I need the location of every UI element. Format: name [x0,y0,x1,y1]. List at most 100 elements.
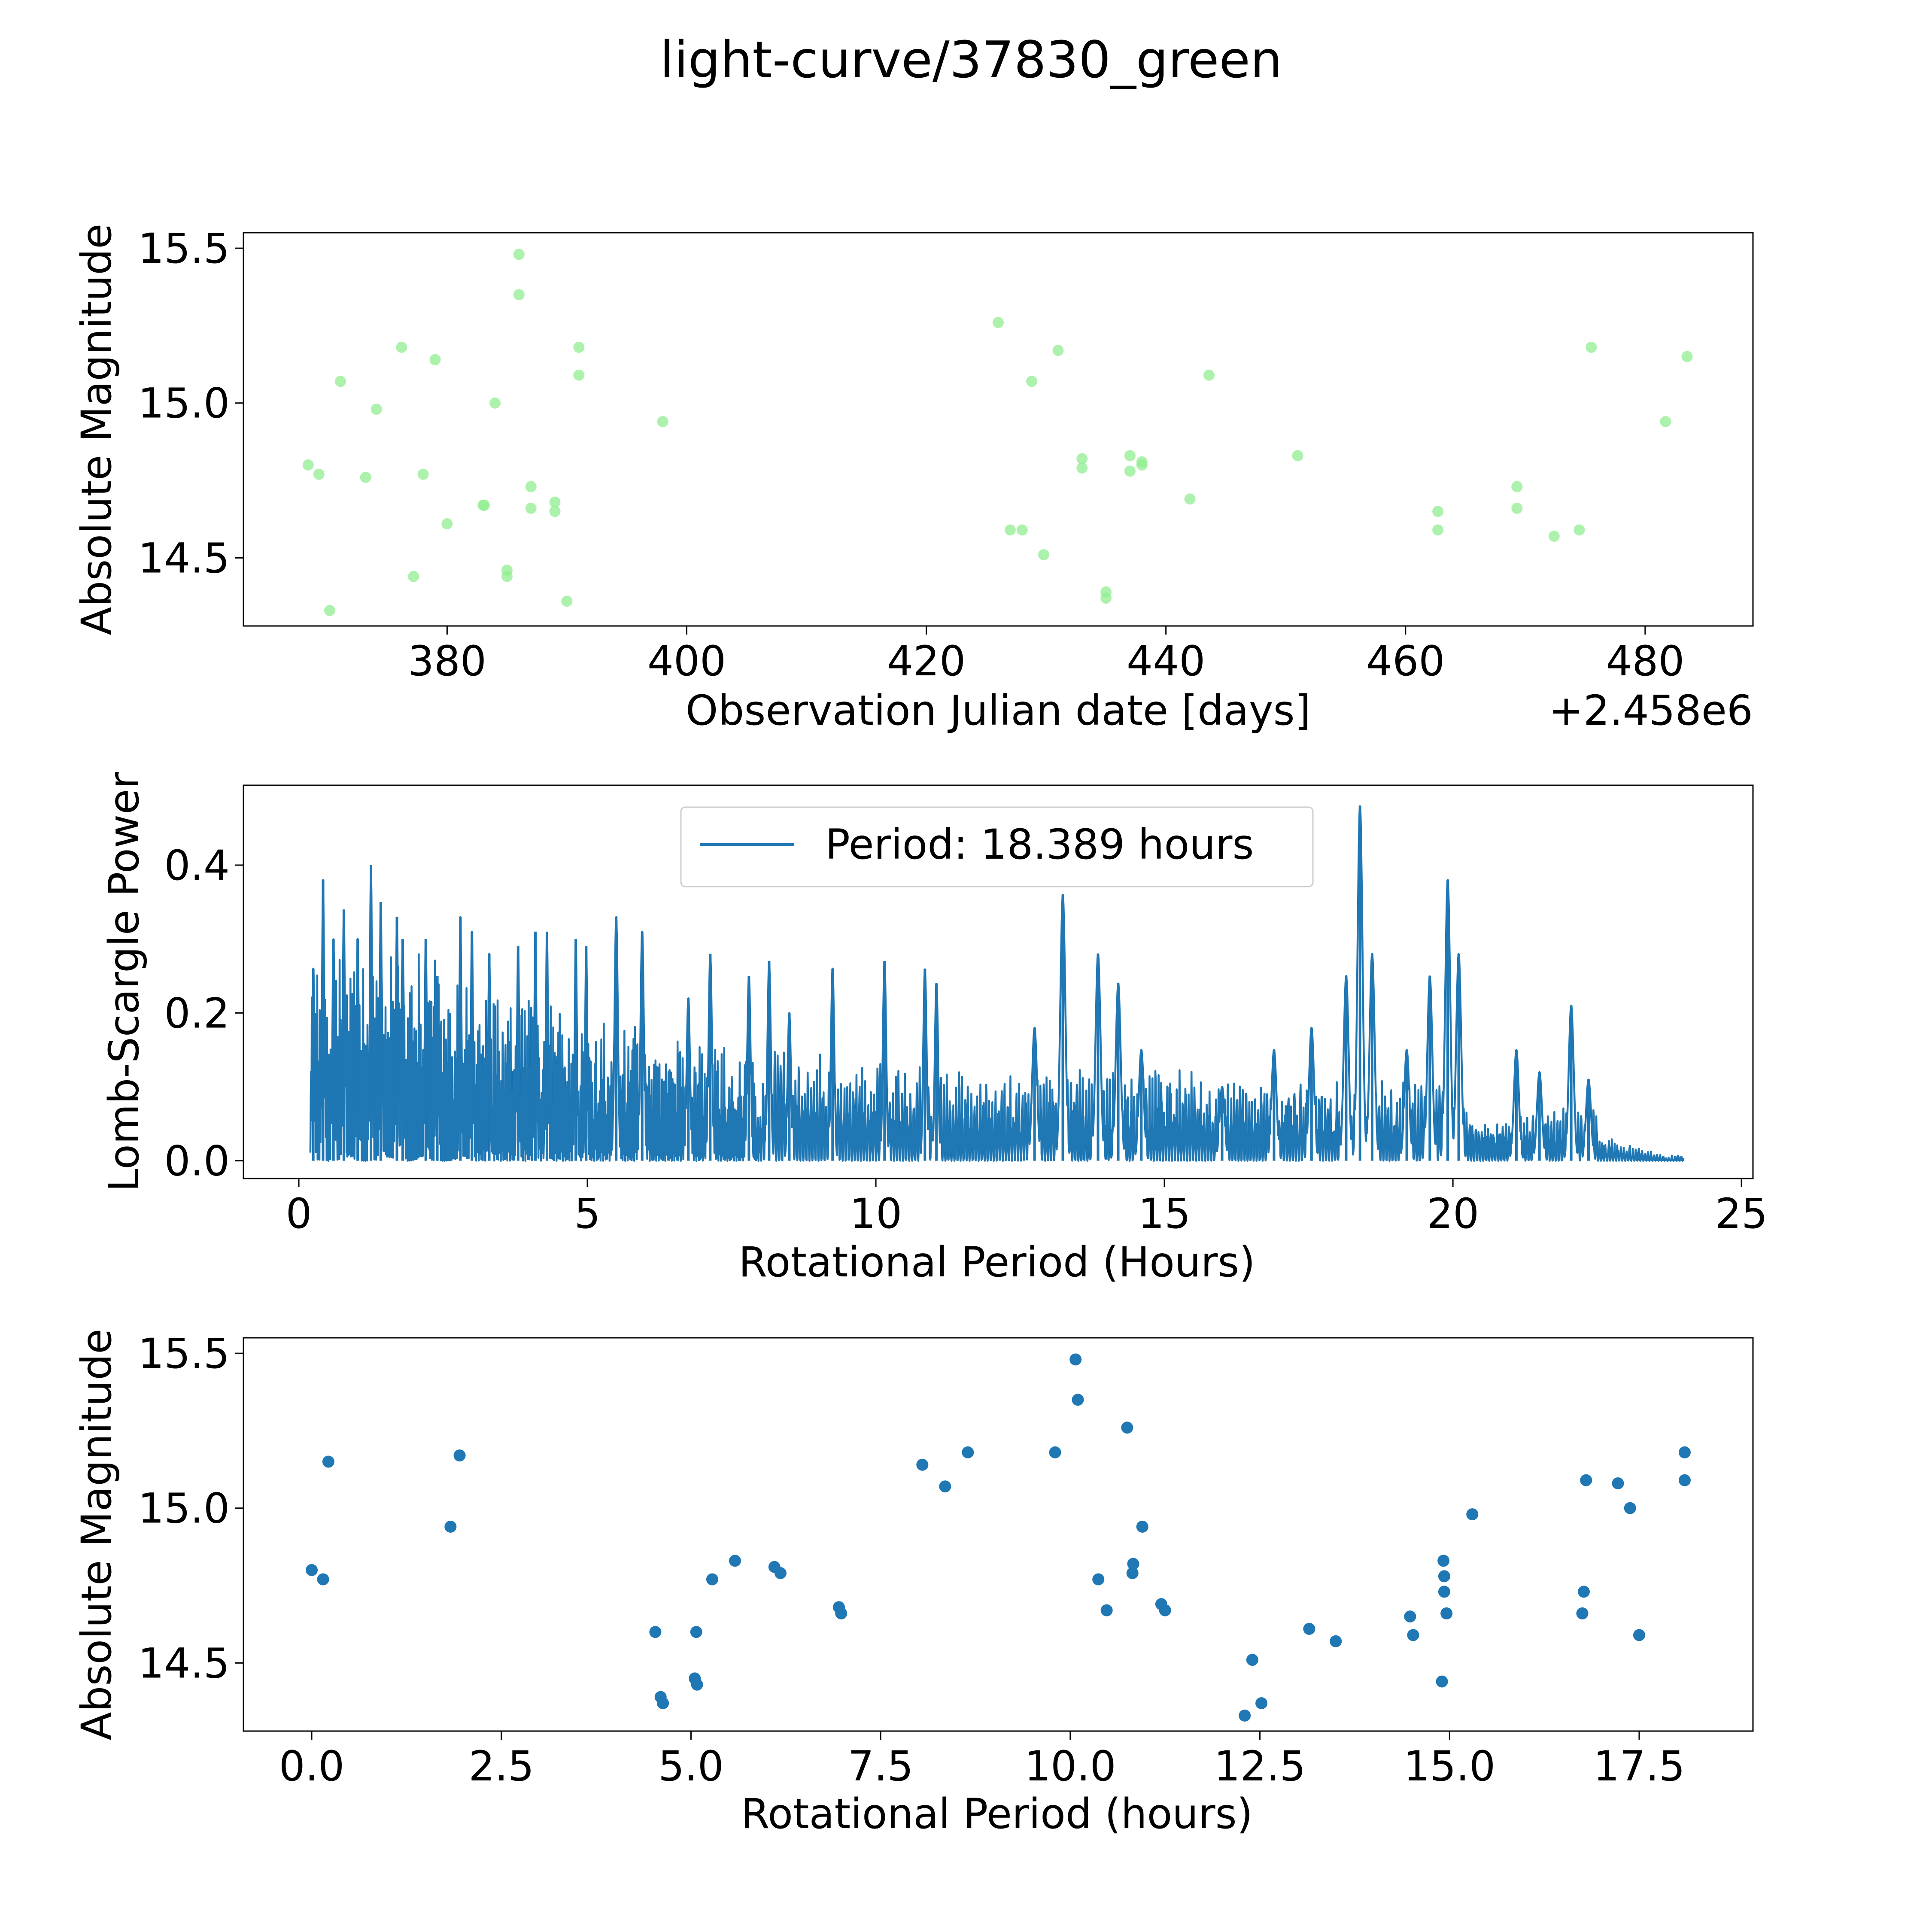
panel-3-y-ticks: 14.5 15.0 15.5 [138,1330,243,1687]
data-point [1633,1629,1645,1641]
data-point [1576,1607,1589,1619]
data-point [371,404,382,415]
panel-2-x-ticks: 0 5 10 15 20 25 [286,1179,1768,1238]
x-tick-label: 400 [647,637,726,685]
panel-2-x-label: Rotational Period (Hours) [738,1238,1255,1286]
y-tick-label: 0.2 [164,989,230,1037]
data-point [444,1520,457,1533]
data-point [1438,1570,1450,1583]
data-point [306,1564,318,1576]
data-point [1076,453,1088,465]
panel-2-series [309,805,1685,1162]
data-point [525,481,537,492]
x-tick-label: 5.0 [658,1742,724,1790]
data-point [1026,376,1038,387]
data-point [1038,549,1050,561]
data-point [573,341,585,353]
data-point [1548,530,1560,542]
data-point [1121,1422,1133,1434]
data-point [774,1567,787,1580]
data-point [1292,450,1303,462]
x-tick-label: 25 [1715,1190,1768,1238]
data-point [1466,1508,1479,1521]
data-point [1303,1622,1315,1635]
data-point [1432,524,1444,536]
panel-1-y-label: Absolute Magnitude [73,224,121,635]
y-tick-label: 15.0 [138,380,230,428]
data-point [657,416,668,427]
x-tick-label: 10.0 [1024,1742,1116,1790]
panel-1-frame [243,232,1754,627]
legend-label: Period: 18.389 hours [825,820,1254,869]
data-point [1678,1446,1691,1458]
light-curve-panel: 380 400 420 440 460 480 14.5 15.0 15.5 Observat… [73,224,1754,735]
data-point [691,1678,703,1691]
panel-3-points [306,1353,1691,1722]
data-point [1159,1604,1171,1616]
data-point [835,1607,848,1619]
data-point [1404,1610,1416,1623]
data-point [1136,1520,1148,1533]
data-point [1612,1477,1624,1489]
x-tick-label: 0.0 [279,1742,345,1790]
data-point [441,518,453,529]
data-point [549,506,561,517]
data-point [1574,524,1585,536]
data-point [335,376,346,387]
data-point [1124,465,1136,477]
x-tick-label: 2.5 [468,1742,534,1790]
x-tick-label: 20 [1427,1190,1479,1238]
data-point [1124,450,1136,462]
data-point [573,369,585,381]
x-tick-label: 480 [1606,637,1684,685]
x-tick-label: 10 [850,1190,902,1238]
data-point [1072,1394,1084,1406]
data-point [1255,1697,1268,1710]
data-point [1004,524,1016,536]
legend: Period: 18.389 hours [680,806,1314,887]
panel-2-y-ticks: 0.0 0.2 0.4 [164,841,243,1185]
data-point [1438,1586,1450,1598]
legend-box [680,806,1314,887]
x-tick-label: 5 [574,1190,601,1238]
data-point [706,1573,718,1586]
data-point [513,249,525,260]
x-tick-label: 440 [1127,637,1205,685]
data-point [453,1449,466,1462]
data-point [1511,502,1523,514]
data-point [561,595,573,607]
data-point [429,354,441,365]
panel-1-points [302,249,1693,616]
data-point [549,496,561,508]
phased-panel: 0.0 2.5 5.0 7.5 10.0 12.5 15.0 17.5 14.5 15.0 15.… [73,1329,1754,1838]
data-point [1586,341,1597,353]
data-point [1511,481,1523,492]
data-point [729,1555,741,1567]
y-tick-label: 14.5 [138,1639,230,1687]
x-tick-label: 17.5 [1593,1742,1685,1790]
data-point [1577,1586,1590,1598]
data-point [1127,1558,1139,1570]
data-point [1432,506,1444,517]
data-point [1052,345,1064,356]
data-point [501,571,513,582]
panel-1-x-ticks: 380 400 420 440 460 480 [408,626,1684,685]
data-point [1136,459,1148,471]
panel-1-offset-label: +2.458e6 [1549,687,1753,735]
data-point [317,1573,329,1586]
data-point [1076,462,1088,474]
data-point [489,397,501,409]
data-point [360,471,371,483]
data-point [1580,1474,1592,1486]
data-point [408,571,419,582]
data-point [324,605,335,616]
data-point [302,459,314,471]
data-point [1100,592,1112,604]
data-point [1203,369,1215,381]
data-point [1184,493,1196,505]
data-point [1436,1675,1448,1688]
panel-3-frame [243,1337,1754,1732]
data-point [690,1626,702,1638]
panel-2-frame [243,784,1754,1179]
